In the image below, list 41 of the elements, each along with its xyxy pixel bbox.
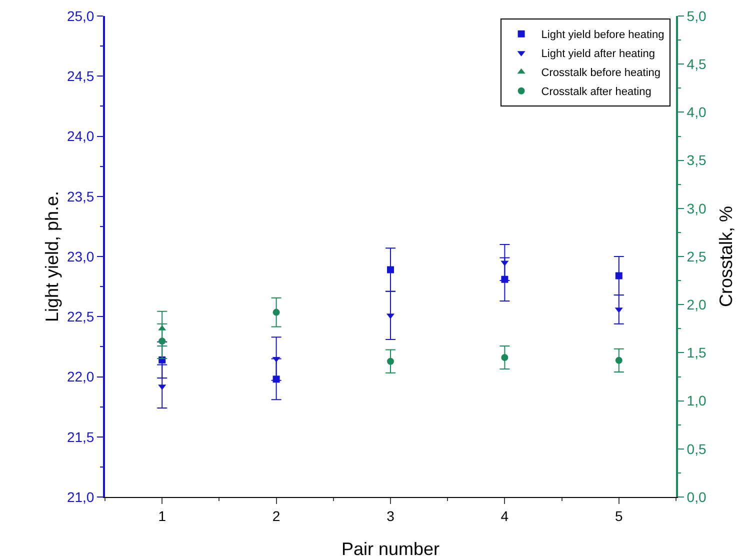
point xyxy=(387,266,394,274)
legend-label: Crosstalk before heating xyxy=(541,67,661,80)
y-tick-label: 24,0 xyxy=(66,128,94,144)
x-tick-label: 3 xyxy=(386,508,395,524)
y-tick-label: 22,5 xyxy=(66,308,94,325)
y2-tick-label: 2,0 xyxy=(686,296,706,312)
legend-label: Light yield before heating xyxy=(541,29,664,42)
y2-tick-label: 4,0 xyxy=(686,104,706,120)
x-tick-label: 5 xyxy=(615,508,623,524)
x-axis-title: Pair number xyxy=(341,539,440,559)
point xyxy=(272,308,280,316)
y2-tick-label: 5,0 xyxy=(686,8,706,24)
legend-label: Crosstalk after heating xyxy=(541,86,652,98)
y2-tick-label: 0,5 xyxy=(686,440,706,457)
y-axis-title: Light yield, ph.e. xyxy=(42,190,62,322)
y-tick-label: 23,5 xyxy=(66,188,94,204)
y-tick-label: 22,0 xyxy=(66,368,94,385)
x-tick-label: 4 xyxy=(500,508,509,524)
y2-tick-label: 1,0 xyxy=(686,392,706,409)
y2-tick-label: 3,5 xyxy=(686,152,706,168)
point xyxy=(500,260,509,266)
y2-tick-label: 0,0 xyxy=(686,488,706,505)
y2-tick-label: 3,0 xyxy=(686,200,706,216)
y-tick-label: 24,5 xyxy=(66,68,94,84)
point xyxy=(272,356,280,362)
x-tick-label: 1 xyxy=(158,508,166,524)
point xyxy=(501,354,508,362)
y-tick-label: 21,0 xyxy=(66,488,94,505)
point xyxy=(387,358,394,365)
x-tick-label: 2 xyxy=(272,508,280,524)
y2-tick-label: 4,5 xyxy=(686,56,706,72)
point xyxy=(615,272,622,280)
y2-tick-label: 1,5 xyxy=(686,344,706,361)
point xyxy=(615,356,622,364)
y-tick-label: 23,0 xyxy=(66,248,94,264)
legend-label: Light yield after heating xyxy=(541,48,656,60)
y-tick-label: 21,5 xyxy=(66,428,94,445)
point xyxy=(158,338,166,345)
y2-axis-title: Crosstalk, % xyxy=(716,206,736,308)
y2-tick-label: 2,5 xyxy=(686,248,706,264)
y-tick-label: 25,0 xyxy=(66,8,94,24)
